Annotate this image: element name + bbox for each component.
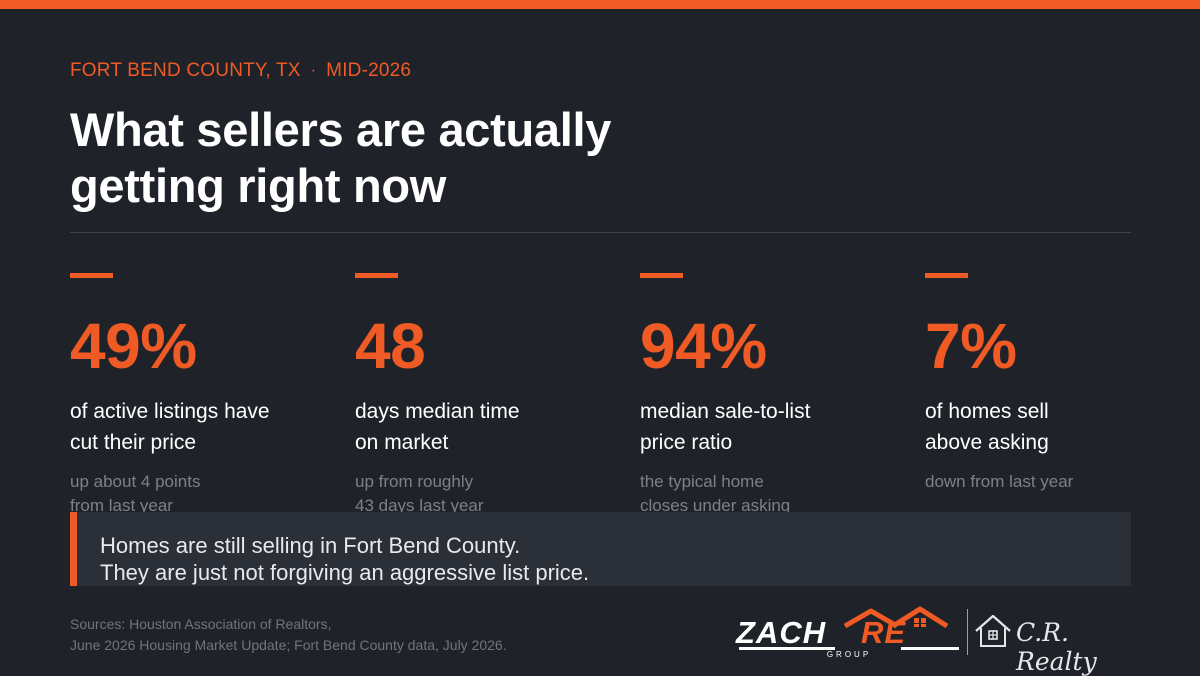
stat-above-asking: 7% of homes sell above asking down from l…	[925, 273, 1185, 494]
stat-value: 48	[355, 310, 426, 382]
stat-note: up about 4 points from last year	[70, 472, 201, 515]
stat-accent-dash	[640, 273, 683, 278]
svg-text:ZACH: ZACH	[735, 615, 826, 650]
stat-accent-dash	[925, 273, 968, 278]
callout-box: Homes are still selling in Fort Bend Cou…	[70, 512, 1131, 586]
stat-accent-dash	[70, 273, 113, 278]
stat-note: the typical home closes under asking	[640, 472, 791, 515]
callout-text: Homes are still selling in Fort Bend Cou…	[100, 533, 590, 585]
page-title: What sellers are actually getting right …	[70, 102, 770, 214]
zachre-group-logo: ZACH RE GROUP	[735, 606, 959, 659]
stat-price-cuts: 49% of active listings have cut their pri…	[70, 273, 330, 518]
stat-note: up from roughly 43 days last year	[355, 472, 484, 515]
svg-text:RE: RE	[861, 615, 906, 650]
top-accent-bar	[0, 0, 1200, 9]
stat-value: 49%	[70, 310, 197, 382]
stat-label: median sale-to-list price ratio	[640, 400, 811, 454]
stat-value: 7%	[925, 310, 1017, 382]
stat-note: down from last year	[925, 472, 1074, 491]
house-icon	[975, 614, 1011, 647]
svg-text:GROUP: GROUP	[827, 650, 871, 659]
stat-label: days median time on market	[355, 400, 520, 454]
eyebrow: FORT BEND COUNTY, TX · MID-2026	[70, 60, 411, 82]
title-line-1: What sellers are actually	[70, 103, 612, 156]
stat-value: 94%	[640, 310, 767, 382]
stat-label: of active listings have cut their price	[70, 400, 270, 454]
location-label: FORT BEND COUNTY, TX	[70, 60, 301, 81]
cr-realty-logo: C.R. Realty	[973, 609, 1133, 676]
callout-accent-bar	[70, 512, 77, 586]
stat-days-on-market: 48 days median time on market up from rou…	[355, 273, 615, 518]
eyebrow-separator: ·	[310, 62, 317, 79]
title-line-2: getting right now	[70, 159, 447, 212]
stat-label: of homes sell above asking	[925, 400, 1049, 454]
period-label: MID-2026	[326, 60, 412, 81]
stat-accent-dash	[355, 273, 398, 278]
stat-sale-to-list: 94% median sale-to-list price ratio the t…	[640, 273, 900, 518]
brand-logos: ZACH RE GROUP C.R. Realty	[733, 603, 1133, 676]
cr-realty-name: C.R. Realty	[1016, 618, 1097, 676]
sources-note: Sources: Houston Association of Realtors…	[70, 616, 507, 653]
header-divider	[70, 232, 1131, 233]
logo-divider	[967, 609, 968, 655]
